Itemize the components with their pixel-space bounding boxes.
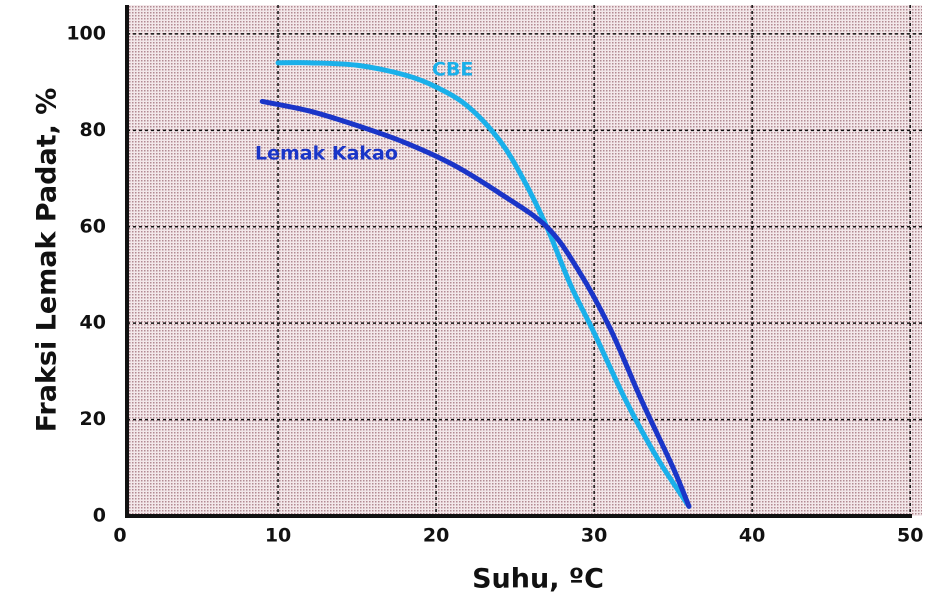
x-axis-label: Suhu, ºC [472, 564, 604, 595]
series-label: Lemak Kakao [255, 143, 398, 165]
data-line [275, 60, 692, 509]
x-tick-label: 0 [113, 525, 126, 547]
y-tick-label: 20 [80, 408, 106, 430]
x-tick-label: 40 [739, 525, 765, 547]
data-line [259, 98, 692, 509]
y-tick-label: 40 [80, 312, 106, 334]
x-tick-label: 10 [265, 525, 291, 547]
x-tick-label: 20 [423, 525, 449, 547]
y-tick-label: 100 [66, 22, 106, 44]
y-tick-label: 0 [93, 505, 106, 527]
x-tick-label: 30 [581, 525, 607, 547]
y-axis-label: Fraksi Lemak Padat, % [32, 88, 63, 433]
y-tick-label: 80 [80, 119, 106, 141]
y-tick-label: 60 [80, 215, 106, 237]
x-tick-label: 50 [897, 525, 923, 547]
plot-area [127, 5, 922, 516]
series-label: CBE [432, 59, 473, 81]
